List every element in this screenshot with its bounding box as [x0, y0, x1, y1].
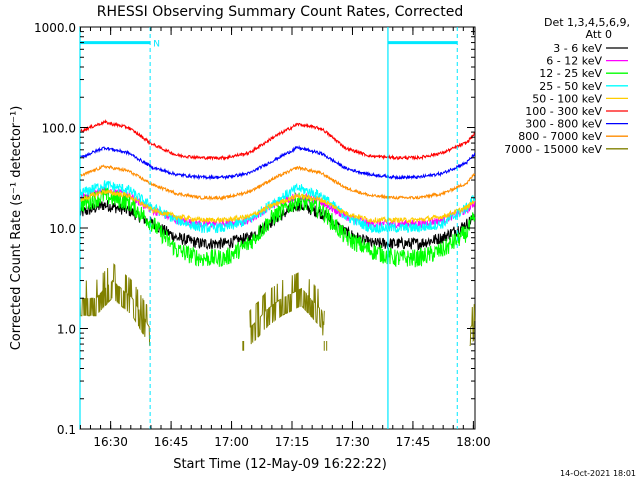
series-line-25-50-kev	[79, 180, 476, 235]
axis-layer: 1000.0 100.0 10.0 1.0 0.1 16:30 16:45 17:00 17:1…	[34, 21, 491, 449]
legend-label: 300 - 800 keV	[525, 118, 602, 131]
chart-title: RHESSI Observing Summary Count Rates, Co…	[97, 4, 463, 20]
series-line-100-300-kev	[79, 119, 475, 162]
legend-label: 800 - 7000 keV	[518, 130, 602, 143]
series-line-7000-15000-kev	[79, 263, 476, 347]
x-tick-label: 18:00	[456, 435, 491, 449]
series-layer	[79, 119, 476, 351]
legend-label: 12 - 25 keV	[539, 67, 602, 80]
legend-label: 50 - 100 keV	[532, 92, 602, 105]
extra-segment-0	[242, 341, 245, 351]
legend-header: Det 1,3,4,5,6,9,	[544, 16, 630, 29]
series-line-50-100-kev	[79, 189, 475, 225]
legend-label: 100 - 300 keV	[525, 105, 602, 118]
y-tick-label: 1000.0	[34, 21, 76, 35]
x-tick-label: 17:00	[214, 435, 249, 449]
legend-header-att: Att 0	[586, 28, 612, 41]
legend-label: 25 - 50 keV	[539, 80, 602, 93]
x-tick-label: 17:45	[396, 435, 431, 449]
y-tick-label: 100.0	[42, 122, 76, 136]
y-tick-label: 1.0	[57, 323, 76, 337]
night-label: N	[153, 40, 160, 50]
series-line-300-800-kev	[79, 144, 476, 181]
legend-label: 7000 - 15000 keV	[504, 143, 602, 156]
legend-label: 6 - 12 keV	[546, 55, 602, 68]
y-axis-label: Corrected Count Rate (s⁻¹ detector⁻¹)	[9, 106, 24, 351]
footer-date: 14-Oct-2021 18:01	[560, 469, 636, 478]
x-tick-label: 17:15	[275, 435, 310, 449]
x-tick-label: 16:30	[93, 435, 128, 449]
y-tick-label: 0.1	[57, 423, 76, 437]
series-line-800-7000-kev	[79, 164, 476, 202]
x-tick-label: 16:45	[154, 435, 189, 449]
extra-segment-1	[323, 341, 328, 351]
y-tick-label: 10.0	[49, 222, 76, 236]
x-tick-label: 17:30	[335, 435, 370, 449]
legend-label: 3 - 6 keV	[553, 42, 602, 55]
series-line-12-25-kev	[79, 187, 476, 268]
x-axis-label: Start Time (12-May-09 16:22:22)	[173, 457, 387, 472]
